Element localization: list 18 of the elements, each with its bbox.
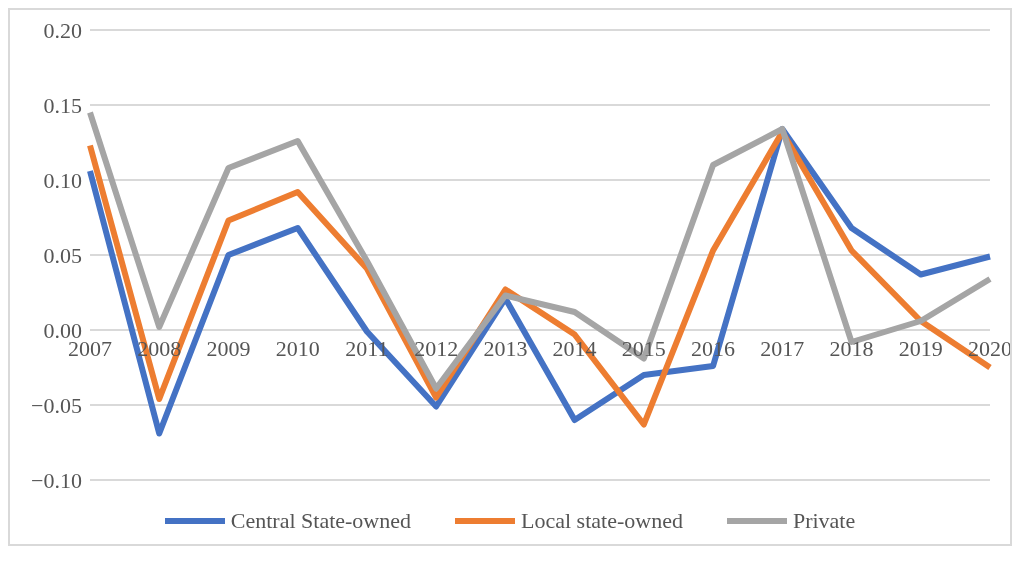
x-tick-label: 2010 [275, 336, 320, 361]
y-tick-label: −0.10 [31, 467, 82, 493]
y-tick-label: 0.05 [43, 242, 82, 268]
y-tick-label: 0.00 [43, 317, 82, 343]
y-tick-label: 0.15 [43, 92, 82, 118]
legend-label: Central State-owned [230, 508, 412, 534]
x-tick-label: 2012 [414, 336, 459, 361]
x-tick-label: 2015 [621, 336, 666, 361]
x-tick-label: 2018 [829, 336, 874, 361]
x-tick-label: 2019 [898, 336, 943, 361]
legend-label: Local state-owned [521, 508, 683, 534]
y-tick-label: −0.05 [31, 392, 82, 418]
y-tick-label: 0.20 [43, 17, 82, 43]
legend-label: Private [792, 508, 856, 534]
x-tick-label: 2013 [483, 336, 528, 361]
y-tick-label: 0.10 [43, 167, 82, 193]
x-tick-label: 2017 [760, 336, 805, 361]
x-tick-label: 2009 [206, 336, 251, 361]
